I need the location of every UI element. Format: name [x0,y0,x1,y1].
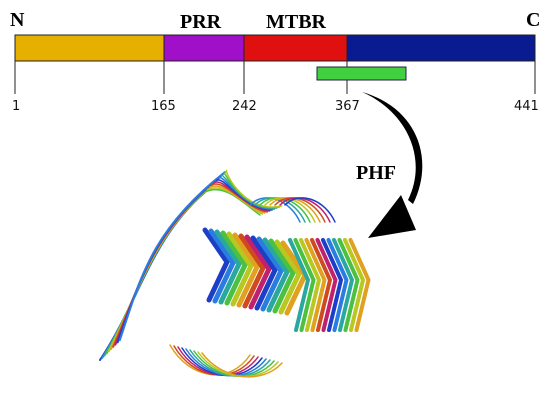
tick-label-367: 367 [335,99,360,114]
beta-strand [262,237,290,313]
beta-strand [304,238,327,332]
beta-strand [202,227,230,303]
beta-strand [348,238,371,332]
beta-strand [250,235,278,311]
ribbon-strand [118,171,226,342]
ribbon-strand [112,177,220,348]
beta-strand [220,230,248,306]
beta-strand [238,233,266,309]
beta-strand [274,239,302,315]
beta-strand [293,238,316,332]
segment-prr [163,34,245,62]
ribbon-loop [225,169,283,208]
ribbon-loop [279,197,331,223]
beta-strand [232,232,260,308]
beta-strand [343,238,366,332]
phf-label: PHF [356,162,396,184]
tick-lines [14,61,536,94]
beta-strand [321,238,344,332]
phf-core-bar [316,66,407,81]
phf-arrow [362,92,423,238]
beta-strand [288,238,311,332]
beta-strand [244,234,272,310]
beta-strand [268,238,296,314]
beta-strand [310,238,333,332]
tick-label-242: 242 [232,99,257,114]
ribbon-loop [284,197,336,223]
phf-ribbon-structure [99,169,371,378]
beta-strand [299,238,322,332]
beta-strand [214,229,242,305]
beta-strand [315,238,338,332]
tick-label-165: 165 [151,99,176,114]
beta-strand [337,238,360,332]
segment-n-terminal [14,34,165,62]
beta-strand [226,231,254,307]
beta-strand [256,236,284,312]
ribbon-loop [274,197,326,223]
segment-c-terminal [346,34,536,62]
ribbon-strand [114,175,222,346]
ribbon-loop [269,197,321,223]
prr-label: PRR [180,11,222,33]
n-terminus-label: N [10,9,25,31]
ribbon-strand [116,173,224,344]
beta-strand [208,228,236,304]
domain-bar [14,34,536,62]
tick-label-441: 441 [514,99,539,114]
beta-strand [332,238,355,332]
segment-mtbr [243,34,348,62]
c-terminus-label: C [526,9,540,31]
mtbr-label: MTBR [266,11,327,33]
ribbon-loop [201,352,283,378]
ribbon-strand [110,180,217,350]
tick-label-1: 1 [12,99,20,114]
beta-strand [326,238,349,332]
